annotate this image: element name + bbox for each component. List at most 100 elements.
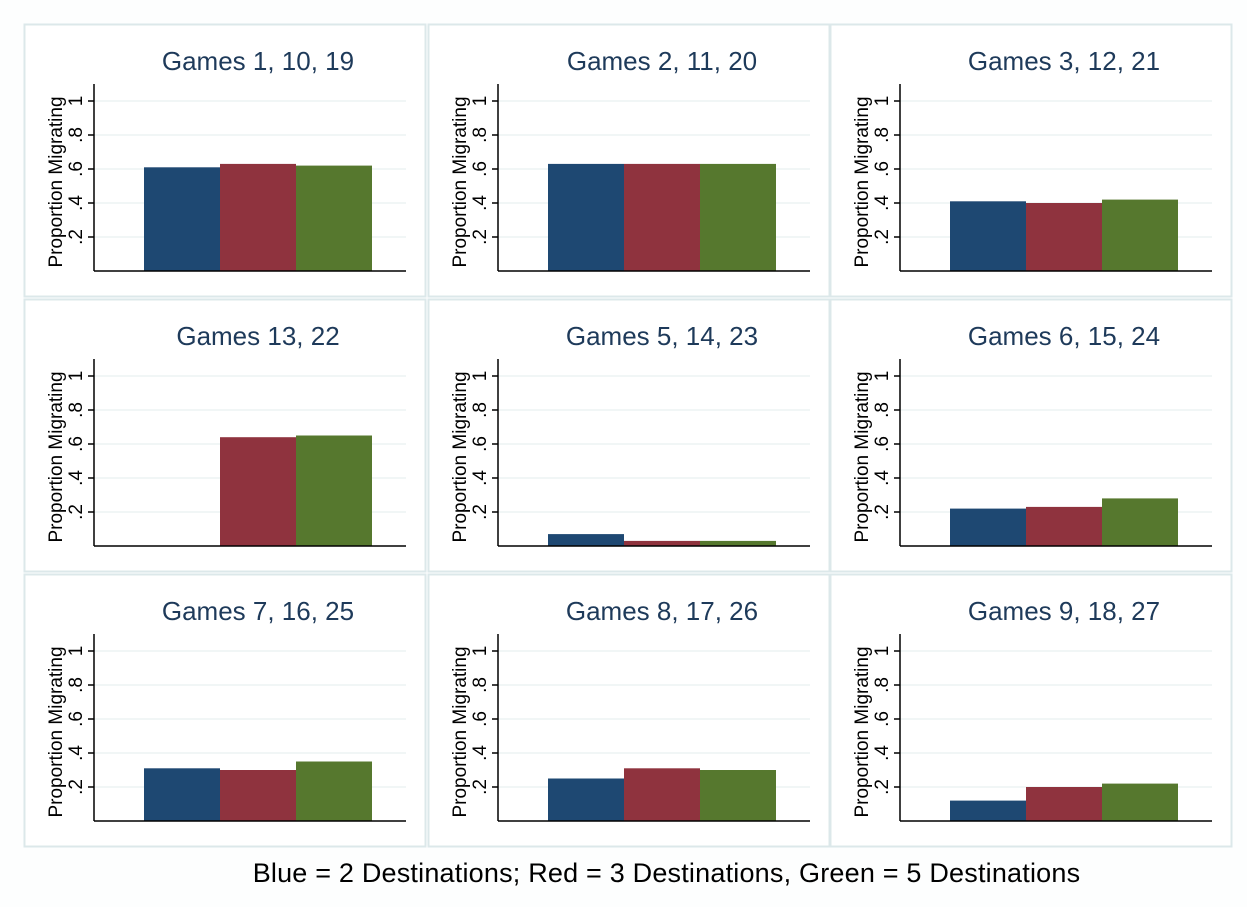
y-axis-label: Proportion Migrating [46, 371, 67, 542]
y-tick-label: .4 [872, 195, 893, 211]
y-tick-label: .2 [470, 229, 491, 245]
y-tick-label: 1 [872, 646, 893, 657]
y-tick-label: .8 [470, 402, 491, 418]
panel-title: Games 5, 14, 23 [566, 321, 758, 351]
bar-red [1026, 203, 1102, 271]
chart-panel: .2 .4 .6 .8 1 Games 5, 14, 23 Proportion Migra… [427, 298, 831, 573]
bar-blue [144, 167, 220, 271]
y-tick-label: .8 [470, 677, 491, 693]
y-tick-label: .2 [872, 504, 893, 520]
panel-title: Games 13, 22 [176, 321, 339, 351]
y-axis-label: Proportion Migrating [852, 371, 873, 542]
y-tick-label: .8 [470, 127, 491, 143]
y-tick-label: .2 [470, 504, 491, 520]
y-tick-label: .6 [872, 711, 893, 727]
y-tick-label: 1 [470, 96, 491, 107]
y-tick-label: 1 [66, 646, 87, 657]
bar-red [220, 163, 296, 271]
chart-panel: .2 .4 .6 .8 1 Games 2, 11, 20 Proportion Migra… [427, 23, 831, 298]
y-tick-label: .4 [470, 195, 491, 211]
y-axis-label: Proportion Migrating [450, 96, 471, 267]
y-axis-label: Proportion Migrating [450, 646, 471, 817]
bar-green [1102, 498, 1178, 546]
y-tick-label: .6 [470, 711, 491, 727]
chart-caption: Blue = 2 Destinations; Red = 3 Destinati… [252, 858, 1081, 888]
y-tick-label: 1 [470, 371, 491, 382]
panel-title: Games 8, 17, 26 [566, 596, 758, 626]
bar-green [700, 770, 776, 821]
y-tick-label: .4 [872, 470, 893, 486]
y-tick-label: .6 [66, 711, 87, 727]
y-tick-label: .6 [470, 436, 491, 452]
panel-frame [427, 298, 831, 573]
bar-green [700, 163, 776, 271]
panel-title: Games 6, 15, 24 [968, 321, 1160, 351]
bar-blue [950, 201, 1026, 271]
y-tick-label: 1 [470, 646, 491, 657]
bar-red [624, 540, 700, 546]
y-tick-label: .4 [470, 745, 491, 761]
y-tick-label: .4 [872, 745, 893, 761]
y-tick-label: .6 [872, 161, 893, 177]
y-tick-label: 1 [872, 371, 893, 382]
bar-green [296, 435, 372, 546]
chart-panel: .2 .4 .6 .8 1 Games 3, 12, 21 Proportion Migra… [829, 23, 1233, 298]
y-tick-label: .4 [66, 470, 87, 486]
bar-blue [950, 508, 1026, 546]
panel-title: Games 3, 12, 21 [968, 46, 1160, 76]
chart-panel: .2 .4 .6 .8 1 Games 8, 17, 26 Proportion Migra… [427, 573, 831, 848]
y-tick-label: .8 [872, 402, 893, 418]
y-tick-label: .6 [470, 161, 491, 177]
bar-red [220, 770, 296, 821]
bar-red [1026, 787, 1102, 821]
y-axis-label: Proportion Migrating [46, 96, 67, 267]
y-axis-label: Proportion Migrating [46, 646, 67, 817]
y-tick-label: .8 [66, 677, 87, 693]
y-tick-label: .4 [66, 745, 87, 761]
y-tick-label: .4 [470, 470, 491, 486]
y-tick-label: 1 [66, 371, 87, 382]
y-tick-label: .2 [470, 779, 491, 795]
bar-green [1102, 783, 1178, 821]
bar-blue [548, 778, 624, 821]
bar-red [624, 163, 700, 271]
y-tick-label: .8 [872, 677, 893, 693]
bar-green [700, 540, 776, 546]
y-tick-label: .8 [66, 127, 87, 143]
y-tick-label: .8 [66, 402, 87, 418]
y-tick-label: .6 [66, 161, 87, 177]
bar-green [1102, 199, 1178, 271]
chart-panel: .2 .4 .6 .8 1 Games 6, 15, 24 Proportion Migra… [829, 298, 1233, 573]
bar-blue [548, 534, 624, 546]
chart-panel: .2 .4 .6 .8 1 Games 9, 18, 27 Proportion Migra… [829, 573, 1233, 848]
bar-red [1026, 506, 1102, 546]
bar-red [220, 437, 296, 546]
y-tick-label: .2 [66, 229, 87, 245]
panel-title: Games 9, 18, 27 [968, 596, 1160, 626]
y-tick-label: .4 [66, 195, 87, 211]
y-tick-label: .6 [872, 436, 893, 452]
y-tick-label: 1 [872, 96, 893, 107]
y-tick-label: .2 [66, 779, 87, 795]
bar-green [296, 761, 372, 821]
chart-panel: .2 .4 .6 .8 1 Games 7, 16, 25 Proportion Migra… [23, 573, 427, 848]
bar-blue [950, 800, 1026, 821]
bar-blue [144, 768, 220, 821]
y-tick-label: .2 [872, 229, 893, 245]
y-tick-label: .2 [872, 779, 893, 795]
panel-title: Games 1, 10, 19 [162, 46, 354, 76]
y-tick-label: .6 [66, 436, 87, 452]
panel-title: Games 7, 16, 25 [162, 596, 354, 626]
y-tick-label: .8 [872, 127, 893, 143]
y-axis-label: Proportion Migrating [852, 646, 873, 817]
panel-title: Games 2, 11, 20 [567, 46, 757, 76]
bar-blue [548, 163, 624, 271]
y-axis-label: Proportion Migrating [852, 96, 873, 267]
bar-green [296, 165, 372, 271]
y-tick-label: .2 [66, 504, 87, 520]
y-tick-label: 1 [66, 96, 87, 107]
bar-red [624, 768, 700, 821]
chart-panel: .2 .4 .6 .8 1 Games 1, 10, 19 Proportion Migra… [23, 23, 427, 298]
